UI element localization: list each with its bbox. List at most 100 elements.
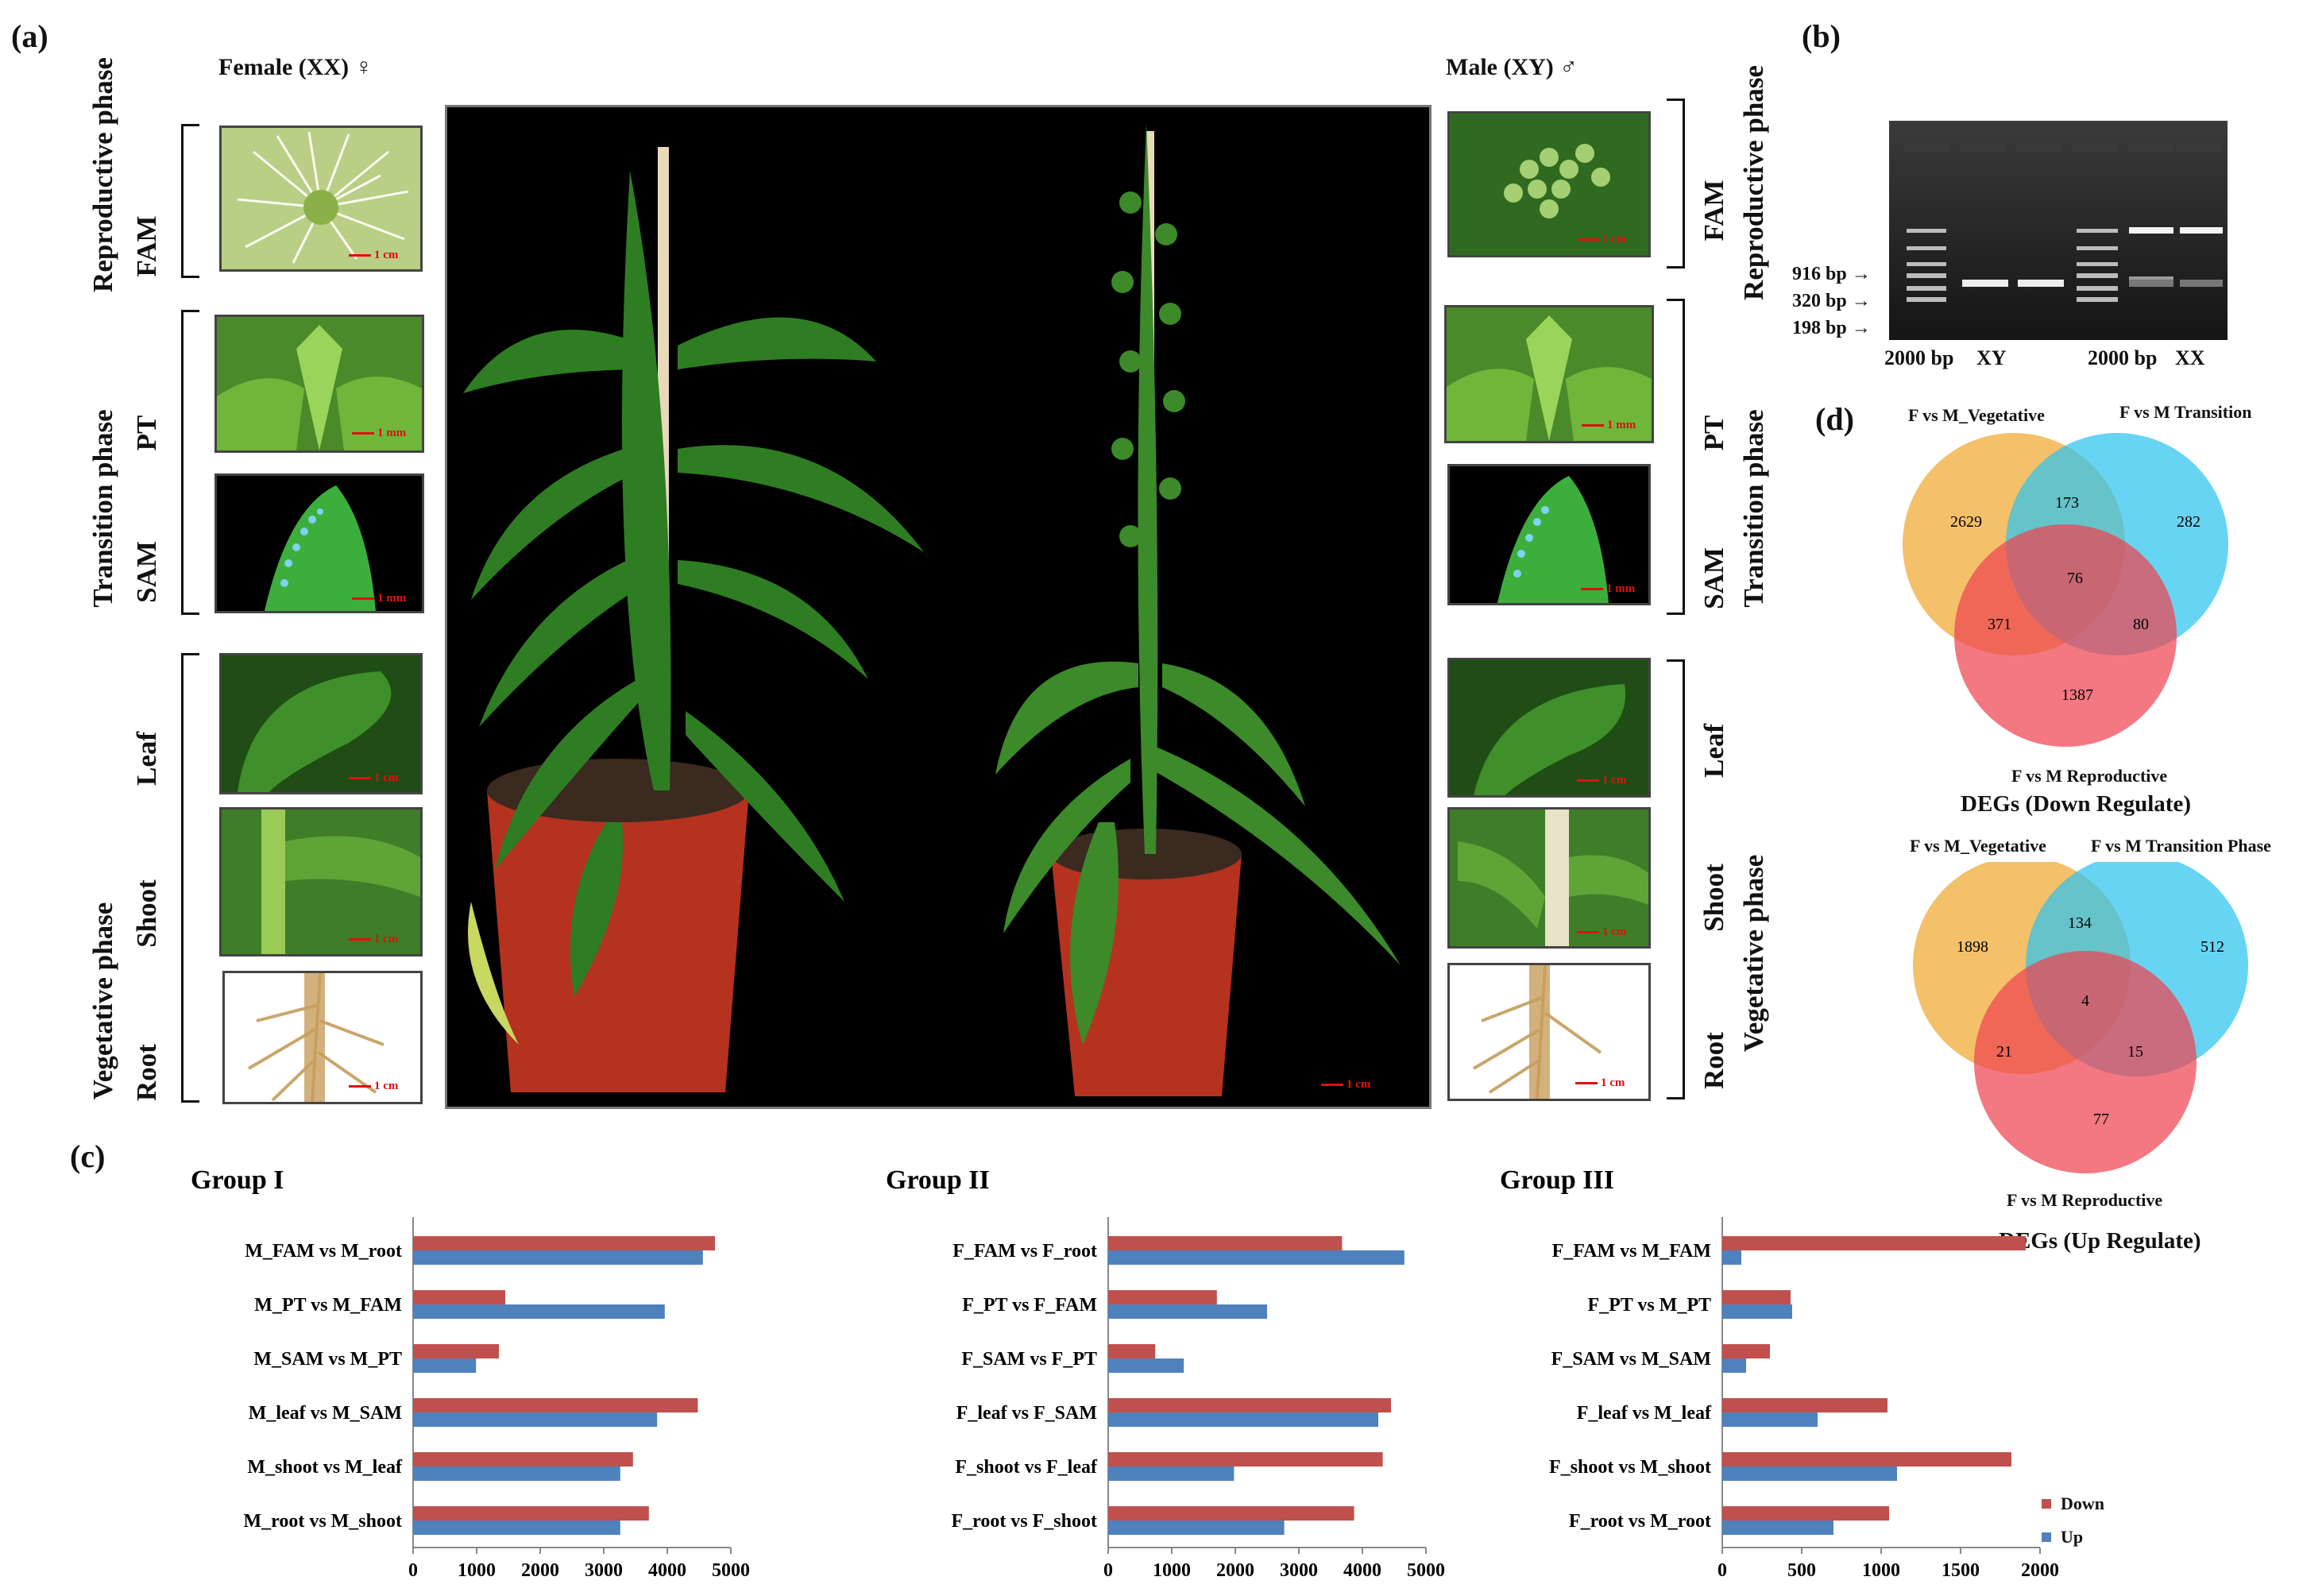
gel-marker-320: 320 bp →: [1792, 291, 1871, 312]
chart-title: Group I: [191, 1165, 284, 1195]
left-sam-label: SAM: [131, 541, 162, 603]
legend-label-up: Up: [2061, 1527, 2084, 1547]
left-transition-bracket: [181, 310, 199, 615]
right-vegetative-phase-label: Vegetative phase: [1738, 854, 1769, 1053]
category-label: F_leaf vs F_SAM: [956, 1403, 1097, 1424]
bar-down: [413, 1506, 649, 1521]
venn-up-label-vegetative: F vs M_Vegetative: [1910, 836, 2046, 856]
right-vegetative-bracket: [1667, 659, 1685, 1099]
venn-up-circle-reproductive: [1974, 951, 2197, 1173]
bar-down: [1108, 1344, 1156, 1358]
x-tick-label: 0: [1103, 1560, 1113, 1581]
female-pt-scale: 1 mm: [352, 427, 406, 440]
venn-down-label-transition: F vs M Transition: [2119, 402, 2252, 422]
venn-up-caption: DEGs (Up Regulate): [1999, 1228, 2201, 1254]
category-label: F_shoot vs M_shoot: [1549, 1457, 1711, 1478]
x-tick-label: 2000: [521, 1560, 559, 1581]
gel-marker-916-text: 916 bp: [1792, 264, 1847, 284]
bar-up: [1722, 1521, 1833, 1535]
bar-up: [1722, 1304, 1792, 1319]
female-fam-photo: 1 cm: [219, 126, 423, 272]
right-sam-label: SAM: [1698, 547, 1729, 609]
venn-down-label-reproductive: F vs M Reproductive: [2011, 766, 2168, 786]
x-tick-label: 0: [408, 1560, 418, 1581]
right-transition-bracket: [1667, 299, 1685, 615]
male-leaf-photo: 1 cm: [1447, 658, 1651, 798]
gel-image: [1889, 121, 2228, 340]
bar-down: [1722, 1506, 1889, 1521]
panel-label-c: (c): [70, 1138, 106, 1174]
gel-marker-320-text: 320 bp: [1792, 291, 1847, 311]
plants-scale: 1 cm: [1321, 1078, 1370, 1092]
left-fam-label: FAM: [131, 215, 162, 277]
bar-up: [1108, 1467, 1235, 1481]
bar-up: [1722, 1467, 1897, 1481]
category-label: F_shoot vs F_leaf: [955, 1457, 1098, 1478]
male-shoot-scale: 1 cm: [1577, 926, 1626, 939]
bar-down: [1108, 1236, 1343, 1250]
bar-down: [1722, 1344, 1770, 1358]
venn-up-count-veg-rep: 21: [1996, 1043, 2012, 1061]
venn-down-count-veg-only: 2629: [1950, 513, 1982, 531]
x-tick-label: 2000: [1216, 1560, 1254, 1581]
bar-up: [413, 1358, 477, 1373]
x-tick-label: 4000: [1343, 1560, 1381, 1581]
female-shoot-scale: 1 cm: [349, 933, 398, 946]
male-fam-photo: 1 cm: [1447, 111, 1651, 257]
venn-down-caption: DEGs (Down Regulate): [1961, 791, 2191, 817]
female-root-photo: 1 cm: [222, 971, 423, 1104]
venn-up: 1898 134 512 4 21 15 77: [1913, 862, 2248, 1173]
category-label: F_root vs M_root: [1569, 1511, 1711, 1532]
male-leaf-illustration: [1450, 660, 1648, 795]
venn-up-count-veg-only: 1898: [1957, 938, 1988, 956]
left-leaf-label: Leaf: [131, 731, 162, 786]
chart-title: Group III: [1500, 1165, 1614, 1195]
bar-up: [1108, 1521, 1285, 1535]
bar-down: [1108, 1290, 1217, 1304]
gel-marker-198-text: 198 bp: [1792, 318, 1847, 338]
legend-swatch-up: [2042, 1532, 2051, 1542]
bar-up: [1108, 1250, 1405, 1265]
right-reproductive-bracket: [1667, 99, 1685, 269]
category-label: F_PT vs F_FAM: [962, 1295, 1097, 1316]
right-fam-label: FAM: [1698, 180, 1729, 242]
venn-down-count-trans-only: 282: [2177, 513, 2200, 531]
legend-item-down: Down: [2042, 1494, 2104, 1514]
x-tick-label: 1000: [458, 1560, 496, 1581]
x-tick-label: 5000: [1407, 1560, 1445, 1581]
male-leaf-scale: 1 cm: [1577, 774, 1626, 787]
female-leaf-scale: 1 cm: [349, 771, 398, 785]
x-tick-label: 2000: [2021, 1560, 2059, 1581]
bar-down: [1108, 1506, 1354, 1521]
category-label: M_leaf vs M_SAM: [249, 1403, 402, 1424]
gel-lane-label-2: XY: [1976, 346, 2007, 369]
male-sam-illustration: [1497, 476, 1609, 603]
bar-down: [413, 1398, 698, 1412]
venn-up-count-trans-rep: 15: [2127, 1043, 2143, 1061]
x-tick-label: 0: [1717, 1560, 1727, 1581]
left-pt-label: PT: [131, 415, 162, 451]
venn-down: 2629 173 282 76 371 80 1387: [1903, 433, 2228, 747]
bar-up: [413, 1304, 665, 1319]
x-tick-label: 3000: [1280, 1560, 1318, 1581]
chart-title: Group II: [886, 1165, 990, 1195]
right-leaf-label: Leaf: [1698, 723, 1729, 779]
category-label: M_FAM vs M_root: [245, 1241, 402, 1262]
venn-down-count-rep-only: 1387: [2061, 686, 2093, 704]
female-leaf-photo: 1 cm: [219, 653, 423, 794]
bar-up: [1722, 1250, 1741, 1265]
male-pt-photo: 1 mm: [1444, 305, 1654, 443]
male-shoot-illustration: [1450, 810, 1648, 946]
arrow-right-icon: →: [1851, 291, 1871, 311]
x-tick-label: 3000: [585, 1560, 623, 1581]
female-sam-illustration: [265, 485, 376, 611]
male-fam-illustration: [1450, 114, 1648, 255]
bar-up: [413, 1412, 658, 1427]
male-root-photo: 1 cm: [1447, 963, 1651, 1101]
left-transition-phase-label: Transition phase: [87, 409, 118, 608]
male-root-illustration: [1472, 965, 1602, 1099]
bar-down: [1108, 1398, 1391, 1412]
male-sam-photo: 1 mm: [1447, 464, 1651, 605]
x-tick-label: 1500: [1942, 1560, 1980, 1581]
female-fam-scale: 1 cm: [349, 249, 398, 262]
